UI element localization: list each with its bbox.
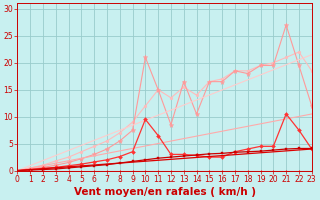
- X-axis label: Vent moyen/en rafales ( km/h ): Vent moyen/en rafales ( km/h ): [74, 187, 256, 197]
